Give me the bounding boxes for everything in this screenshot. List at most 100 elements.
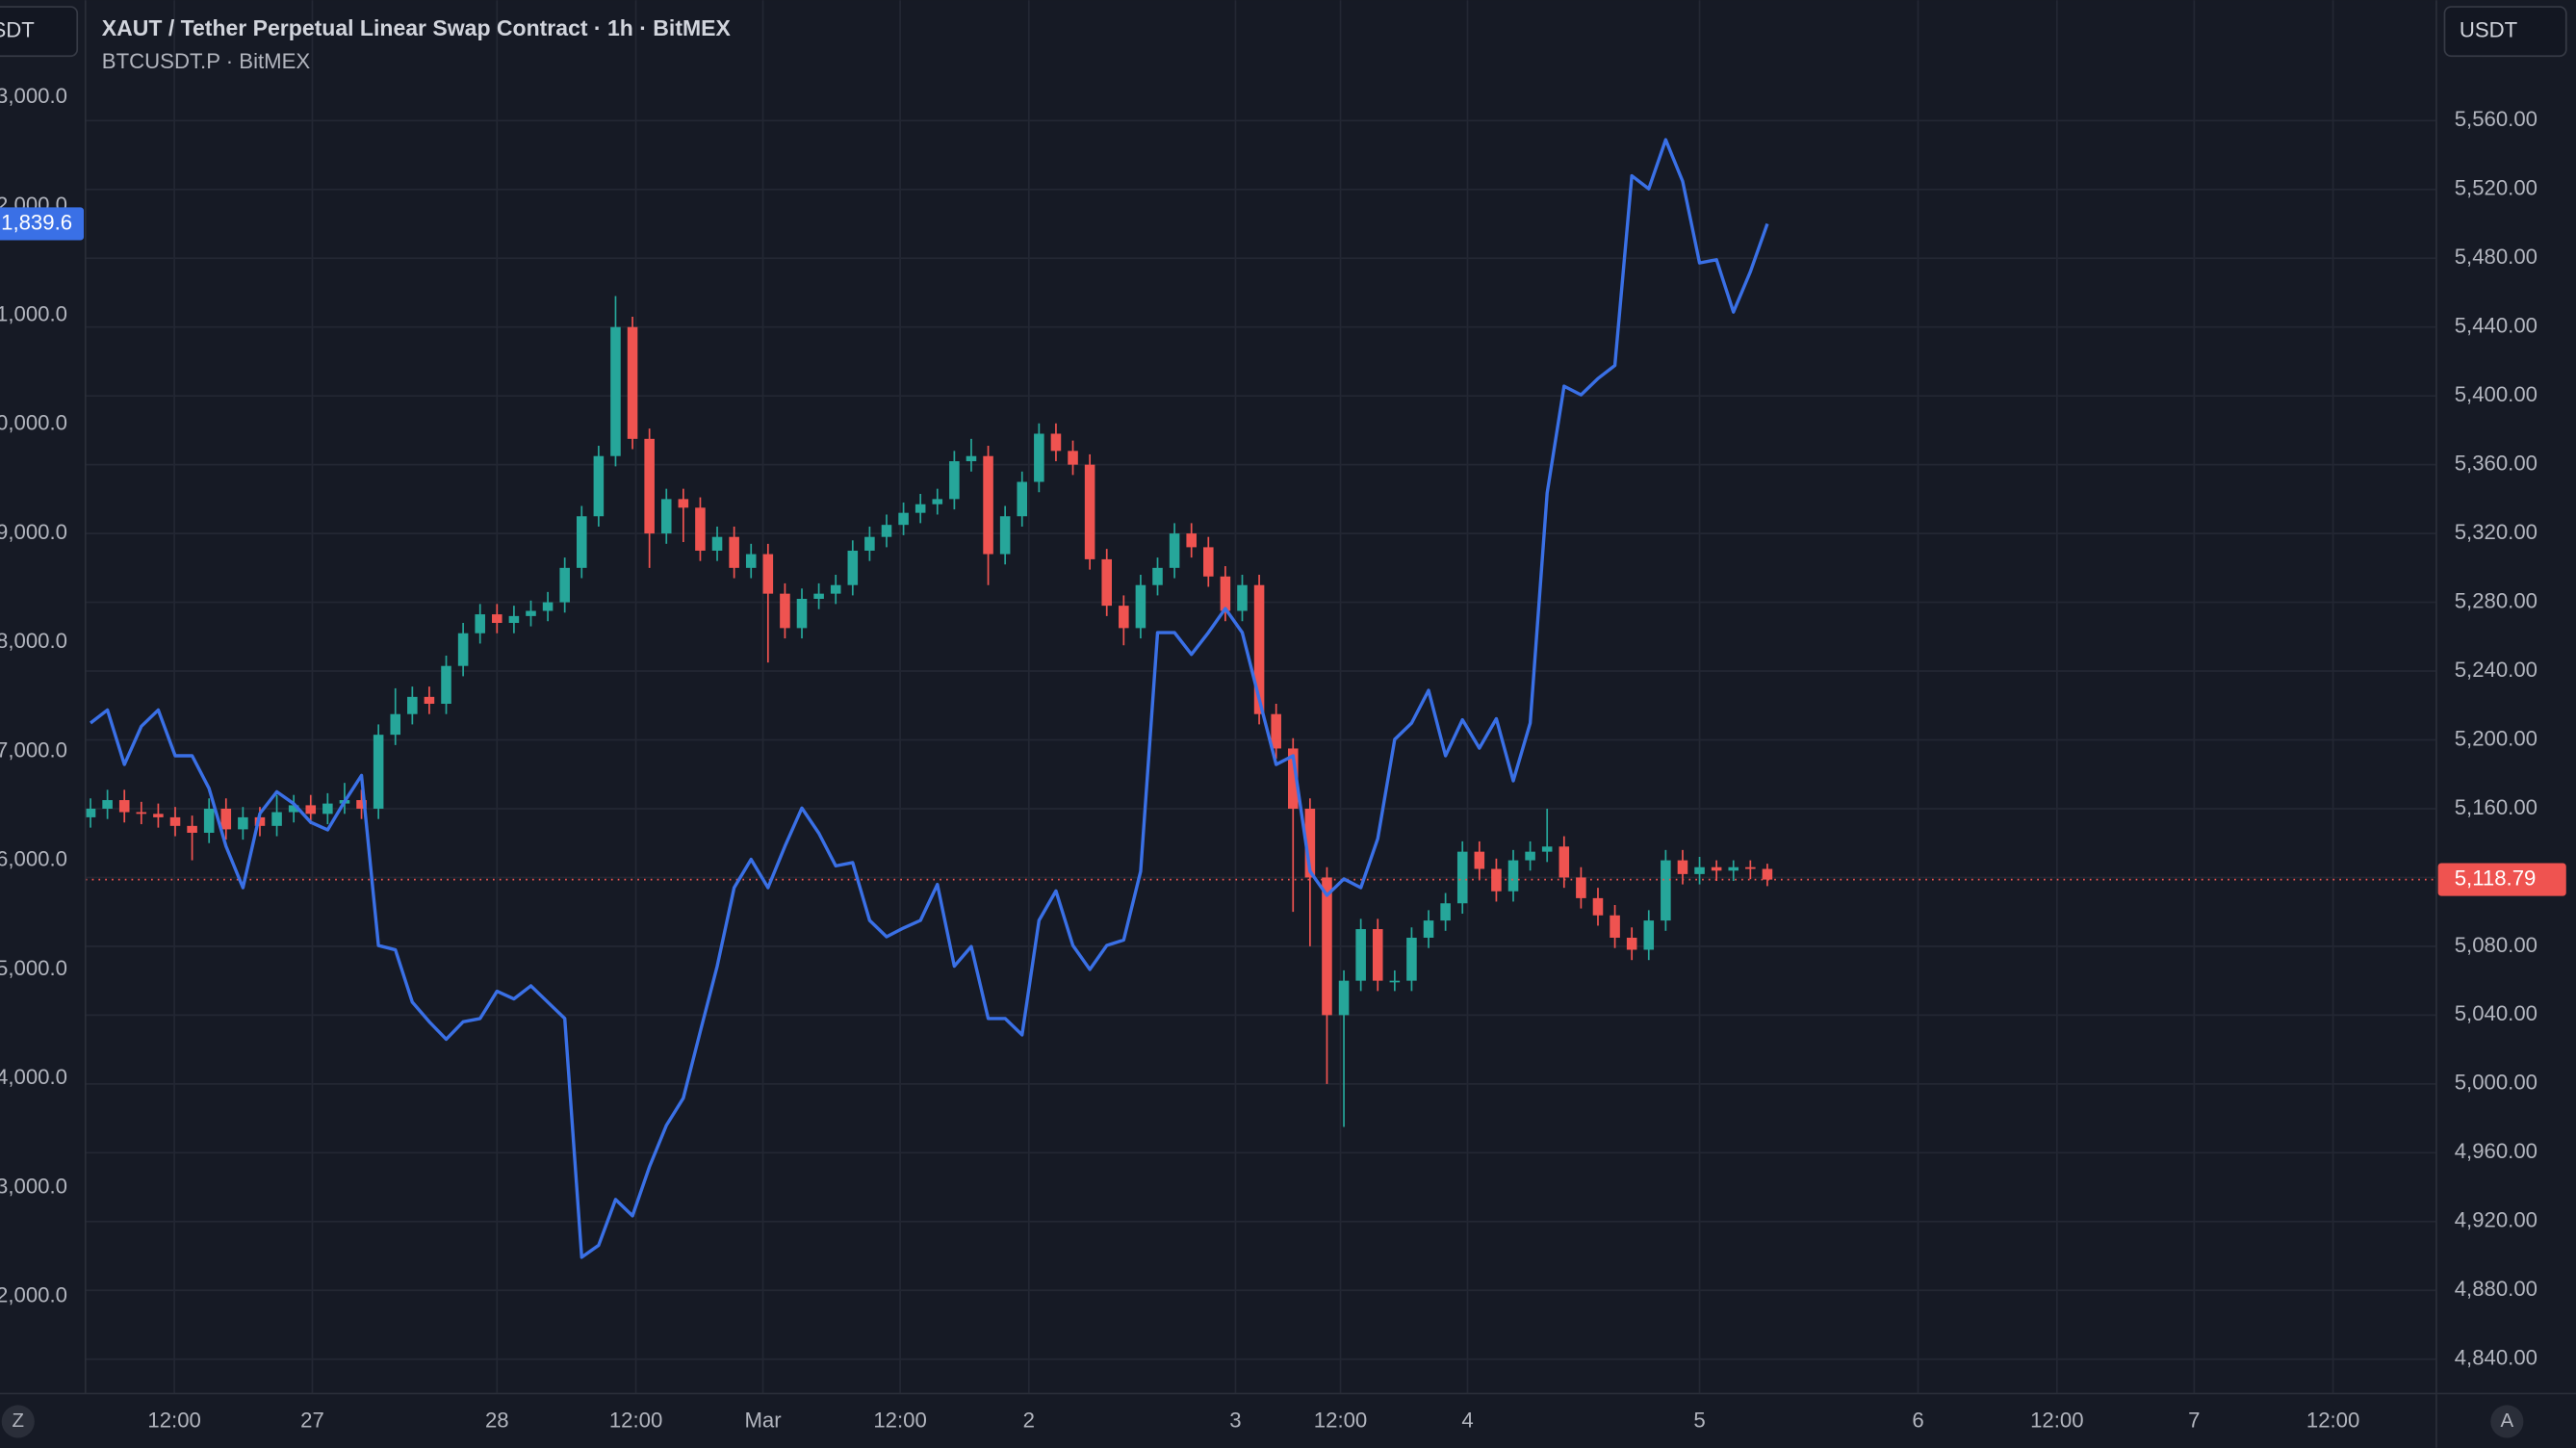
candle-body (390, 713, 401, 736)
button-label[interactable]: A (2500, 1409, 2513, 1432)
y2-tick-label: 70,000.0 (0, 411, 67, 435)
candle-body (1237, 584, 1248, 611)
overlay-legend: BTCUSDT.P · BitMEX (102, 49, 311, 73)
candle-body (373, 735, 384, 809)
candle-body (1677, 860, 1688, 874)
y-tick-label: 5,560.00 (2455, 107, 2537, 131)
candle-body (762, 554, 774, 594)
candle-body (118, 800, 130, 813)
x-tick-label: 4 (1461, 1408, 1473, 1432)
button[interactable] (2490, 1405, 2524, 1438)
axes: 4,840.00 4,880.00 4,920.00 4,960.00 5,000.00… (0, 84, 2566, 1432)
candle-body (85, 808, 96, 817)
candle-body (1050, 433, 1062, 452)
x-tick-label: 12:00 (873, 1408, 926, 1432)
candle-body (441, 665, 451, 704)
y2-tick-label: 66,000.0 (0, 847, 67, 871)
candle-body (1507, 860, 1519, 892)
candle-body (1271, 713, 1281, 749)
left-currency-box[interactable] (0, 6, 79, 58)
candle-body (1558, 846, 1570, 878)
x-tick-label: 12:00 (1314, 1408, 1367, 1432)
candle-body (1322, 877, 1332, 1016)
currency[interactable]: USDT (2460, 18, 2518, 42)
candle-body (932, 499, 943, 504)
x-tick-label: 12:00 (147, 1408, 200, 1432)
candle-body (1220, 576, 1231, 611)
candle-body (1034, 433, 1044, 482)
y-tick-label: 5,480.00 (2455, 245, 2537, 269)
x-tick-label: 12:00 (2306, 1408, 2359, 1432)
candle-body (1135, 584, 1146, 629)
candle-body (1203, 547, 1214, 577)
candle-body (356, 800, 367, 809)
button-label[interactable]: Z (13, 1409, 25, 1432)
candle-body (1355, 929, 1366, 981)
x-tick-label: 6 (1912, 1408, 1923, 1432)
x-tick-label: Mar (744, 1408, 782, 1432)
candle-body (660, 499, 672, 534)
candle-body (322, 803, 333, 814)
candle-body (847, 550, 859, 585)
candle-body (153, 814, 164, 817)
chart-title: XAUT / Tether Perpetual Linear Swap Cont… (102, 15, 732, 40)
last-price-label: 5,118.79 (2455, 866, 2537, 890)
candle-body (577, 516, 587, 568)
x-tick-label: 7 (2188, 1408, 2200, 1432)
candle-body (1389, 980, 1401, 983)
left-currency[interactable]: USDT (0, 18, 35, 42)
candle-body (136, 812, 147, 814)
candle-body (796, 598, 808, 629)
candle-body (1253, 584, 1265, 714)
candle-body (1017, 481, 1028, 517)
candle-body (695, 507, 706, 551)
candle-body (678, 499, 689, 508)
candle-body (187, 825, 197, 833)
x-tick-label: 3 (1229, 1408, 1241, 1432)
candle-body (1169, 533, 1180, 568)
candle-body (1610, 915, 1620, 938)
y-tick-label: 5,240.00 (2455, 658, 2537, 682)
candle-body (1576, 877, 1586, 898)
y2-tick-label: 73,000.0 (0, 84, 67, 108)
candle-body (1152, 567, 1163, 585)
candle-body (1541, 846, 1553, 852)
candle-body (492, 614, 502, 624)
candle-body (1456, 851, 1468, 904)
candle-body (1762, 868, 1773, 880)
candle-body (711, 536, 723, 551)
y-tick-label: 5,040.00 (2455, 1001, 2537, 1025)
currency-box[interactable] (2443, 6, 2567, 58)
candle-body (999, 516, 1011, 555)
y-tick-label: 5,280.00 (2455, 588, 2537, 612)
candle-body (644, 438, 655, 534)
candle-body (966, 455, 977, 462)
candle-body (864, 536, 875, 551)
candle-body (1745, 866, 1756, 869)
y2-tick-label: 68,000.0 (0, 629, 67, 653)
candle-body (169, 816, 181, 826)
x-tick-label: 5 (1693, 1408, 1705, 1432)
candle-body (526, 610, 536, 616)
y-tick-label: 5,320.00 (2455, 520, 2537, 544)
x-tick-label: 27 (300, 1408, 324, 1432)
candle-body (1338, 980, 1350, 1016)
y2-tick-label: 69,000.0 (0, 520, 67, 544)
candle-body (1406, 937, 1417, 981)
candle-body (1711, 866, 1722, 871)
y2-tick-label: 65,000.0 (0, 956, 67, 980)
candle-body (1525, 851, 1535, 861)
candle-body (1119, 606, 1129, 629)
y2-tick-label: 62,000.0 (0, 1283, 67, 1307)
y-tick-label: 5,000.00 (2455, 1071, 2537, 1095)
candle-body (983, 455, 993, 555)
y-tick-label: 4,840.00 (2455, 1346, 2537, 1370)
y-tick-label: 5,360.00 (2455, 451, 2537, 475)
button[interactable] (1, 1405, 35, 1438)
candle-body (271, 812, 282, 826)
candle-body (593, 455, 605, 517)
y-tick-label: 4,880.00 (2455, 1277, 2537, 1301)
candle-body (1694, 866, 1705, 874)
candle-body (102, 800, 113, 809)
